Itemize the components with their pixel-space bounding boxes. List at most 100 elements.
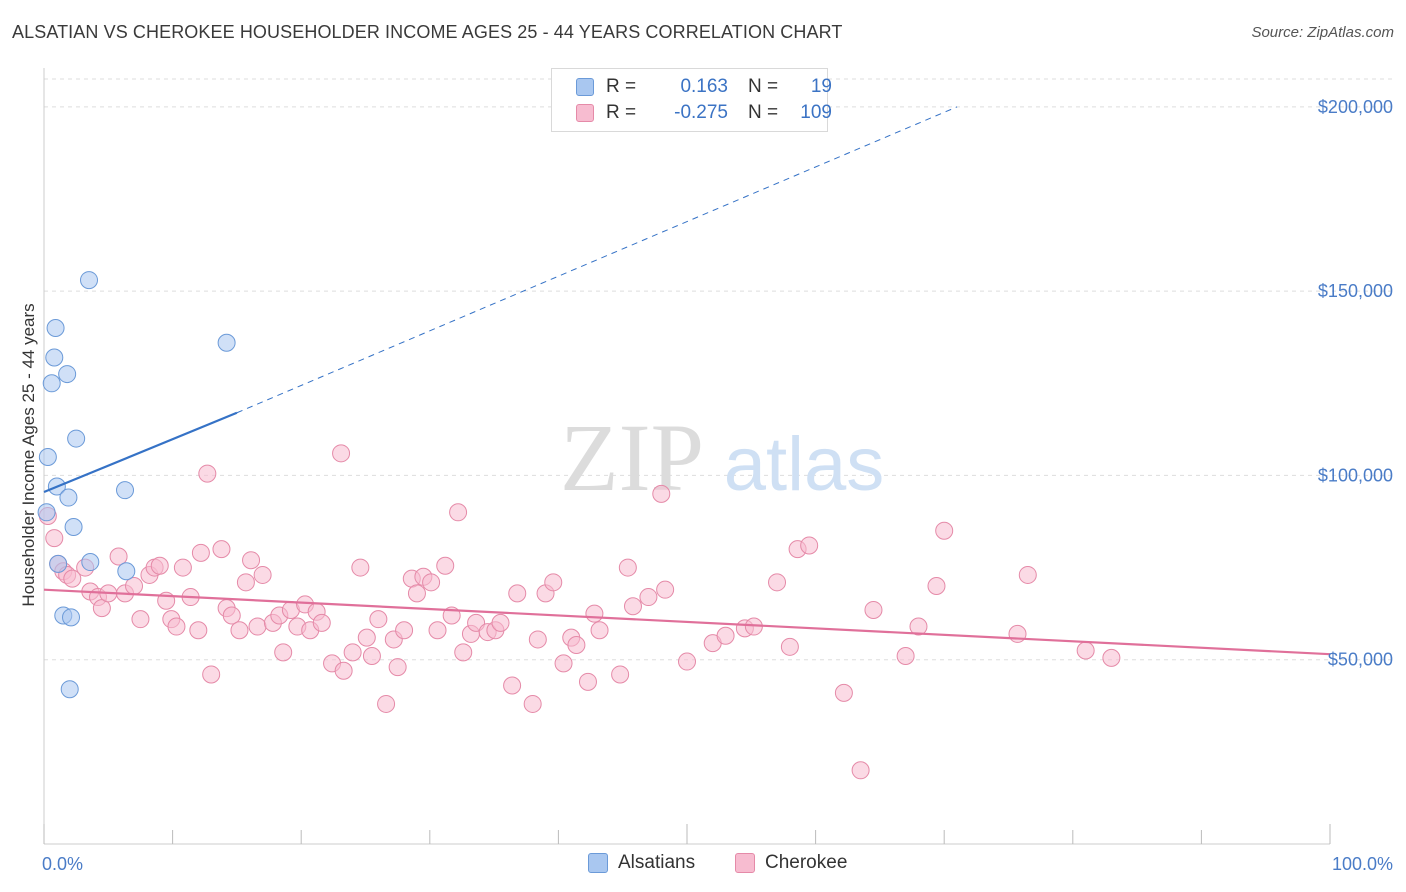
- data-point: [202, 665, 221, 684]
- legend-swatch-cherokee: [735, 853, 755, 873]
- chart-title: ALSATIAN VS CHEROKEE HOUSEHOLDER INCOME …: [12, 22, 843, 42]
- data-point: [1076, 641, 1095, 660]
- r-label: R =: [606, 102, 637, 123]
- data-point: [864, 600, 883, 619]
- watermark-zip: ZIP: [560, 404, 704, 511]
- data-point: [173, 558, 192, 577]
- data-point: [578, 672, 597, 691]
- data-point: [652, 484, 671, 503]
- data-point: [236, 573, 255, 592]
- trend-lines: [43, 106, 1331, 656]
- data-point: [191, 543, 210, 562]
- data-point: [909, 617, 928, 636]
- data-point: [109, 547, 128, 566]
- x-tick-label: 0.0%: [42, 854, 83, 874]
- data-point: [131, 610, 150, 629]
- y-tick-labels: $50,000 $100,000 $150,000 $200,000: [1318, 97, 1393, 670]
- data-point: [618, 558, 637, 577]
- legend-swatch-alsatians: [576, 78, 594, 96]
- data-point: [38, 448, 57, 466]
- data-point: [45, 529, 64, 548]
- y-tick-label: $50,000: [1328, 650, 1393, 670]
- n-label: N =: [748, 76, 779, 97]
- data-point: [590, 621, 609, 640]
- data-point: [343, 643, 362, 662]
- n-value: 19: [810, 76, 832, 97]
- data-point: [46, 319, 65, 337]
- data-point: [312, 613, 331, 632]
- data-point: [67, 429, 86, 448]
- data-point: [167, 617, 186, 636]
- r-value: 0.163: [680, 76, 728, 97]
- watermark-atlas: atlas: [724, 422, 885, 507]
- data-point: [357, 628, 376, 647]
- y-axis-title: Householder Income Ages 25 - 44 years: [19, 303, 38, 606]
- data-point: [927, 577, 946, 595]
- data-point: [64, 518, 83, 537]
- n-label: N =: [748, 102, 779, 123]
- data-point: [388, 658, 407, 677]
- data-point: [544, 573, 563, 592]
- data-point: [242, 551, 261, 570]
- watermark: ZIP atlas: [560, 404, 884, 511]
- data-point: [332, 444, 351, 463]
- correlation-legend: R = 0.163 N = 19 R = -0.275 N = 109: [551, 68, 832, 132]
- data-point: [454, 643, 473, 662]
- legend-swatch-cherokee: [576, 104, 594, 122]
- data-point: [49, 554, 68, 573]
- data-point: [656, 580, 675, 599]
- data-point: [611, 665, 630, 684]
- data-point: [395, 621, 414, 640]
- data-point: [230, 621, 249, 640]
- legend-row-alsatians: R = 0.163 N = 19: [576, 75, 832, 99]
- data-points: [37, 271, 1121, 780]
- data-point: [449, 503, 468, 522]
- legend-item-alsatians[interactable]: Alsatians: [588, 852, 695, 874]
- data-point: [369, 610, 388, 629]
- data-point: [639, 588, 658, 607]
- data-point: [834, 683, 853, 702]
- data-point: [116, 481, 135, 500]
- legend-label-cherokee: Cherokee: [765, 852, 848, 873]
- data-point: [80, 271, 99, 290]
- data-point: [585, 604, 604, 623]
- x-tick-labels: 0.0% 100.0%: [42, 854, 1393, 874]
- data-point: [554, 654, 573, 673]
- data-point: [623, 597, 642, 616]
- x-tick-label: 100.0%: [1332, 854, 1393, 874]
- data-point: [503, 676, 522, 695]
- data-point: [58, 365, 77, 384]
- data-point: [198, 464, 217, 483]
- data-point: [491, 613, 510, 632]
- data-point: [523, 694, 542, 713]
- data-point: [117, 562, 136, 581]
- legend-swatch-alsatians: [588, 853, 608, 873]
- data-point: [81, 553, 100, 572]
- data-point: [768, 573, 787, 592]
- grid-lines: [44, 78, 1396, 661]
- data-point: [45, 348, 64, 367]
- n-value: 109: [800, 102, 832, 123]
- data-point: [189, 621, 208, 640]
- legend-row-cherokee: R = -0.275 N = 109: [576, 101, 832, 125]
- trend-line: [43, 411, 238, 494]
- data-point: [528, 630, 547, 649]
- data-point: [1018, 565, 1037, 584]
- data-point: [63, 569, 82, 588]
- data-point: [222, 606, 241, 625]
- y-tick-label: $200,000: [1318, 97, 1393, 117]
- legend-item-cherokee[interactable]: Cherokee: [735, 852, 847, 874]
- data-point: [716, 626, 735, 645]
- data-point: [935, 521, 954, 540]
- data-point: [508, 584, 527, 603]
- data-point: [42, 374, 61, 393]
- data-point: [248, 617, 267, 636]
- data-point: [212, 540, 231, 559]
- r-value: -0.275: [674, 102, 728, 123]
- data-point: [62, 608, 81, 627]
- source-credit: Source: ZipAtlas.com: [1251, 24, 1394, 41]
- data-point: [851, 761, 870, 780]
- data-point: [351, 558, 370, 577]
- series-legend: Alsatians Cherokee: [0, 852, 1406, 878]
